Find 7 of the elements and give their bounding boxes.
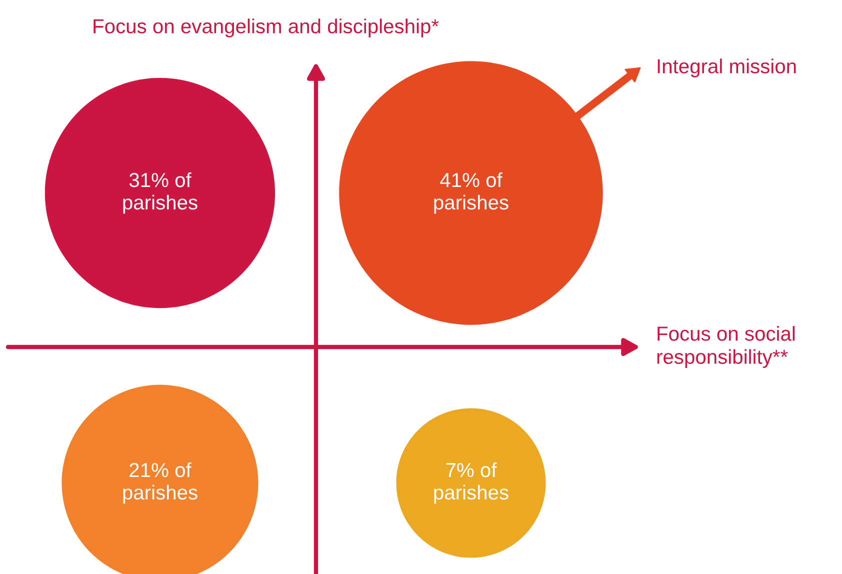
- data-label: 31% of parishes: [123, 172, 198, 214]
- text: Integral mission: [658, 58, 796, 78]
- text: Focus on evangelism and discipleship*: [94, 18, 439, 38]
- data-label: 21% of parishes: [123, 462, 198, 504]
- data-label: 41% of parishes: [434, 172, 508, 214]
- text: Focus on social responsibility**: [657, 326, 795, 368]
- data-label: 7% of parishes: [434, 462, 508, 504]
